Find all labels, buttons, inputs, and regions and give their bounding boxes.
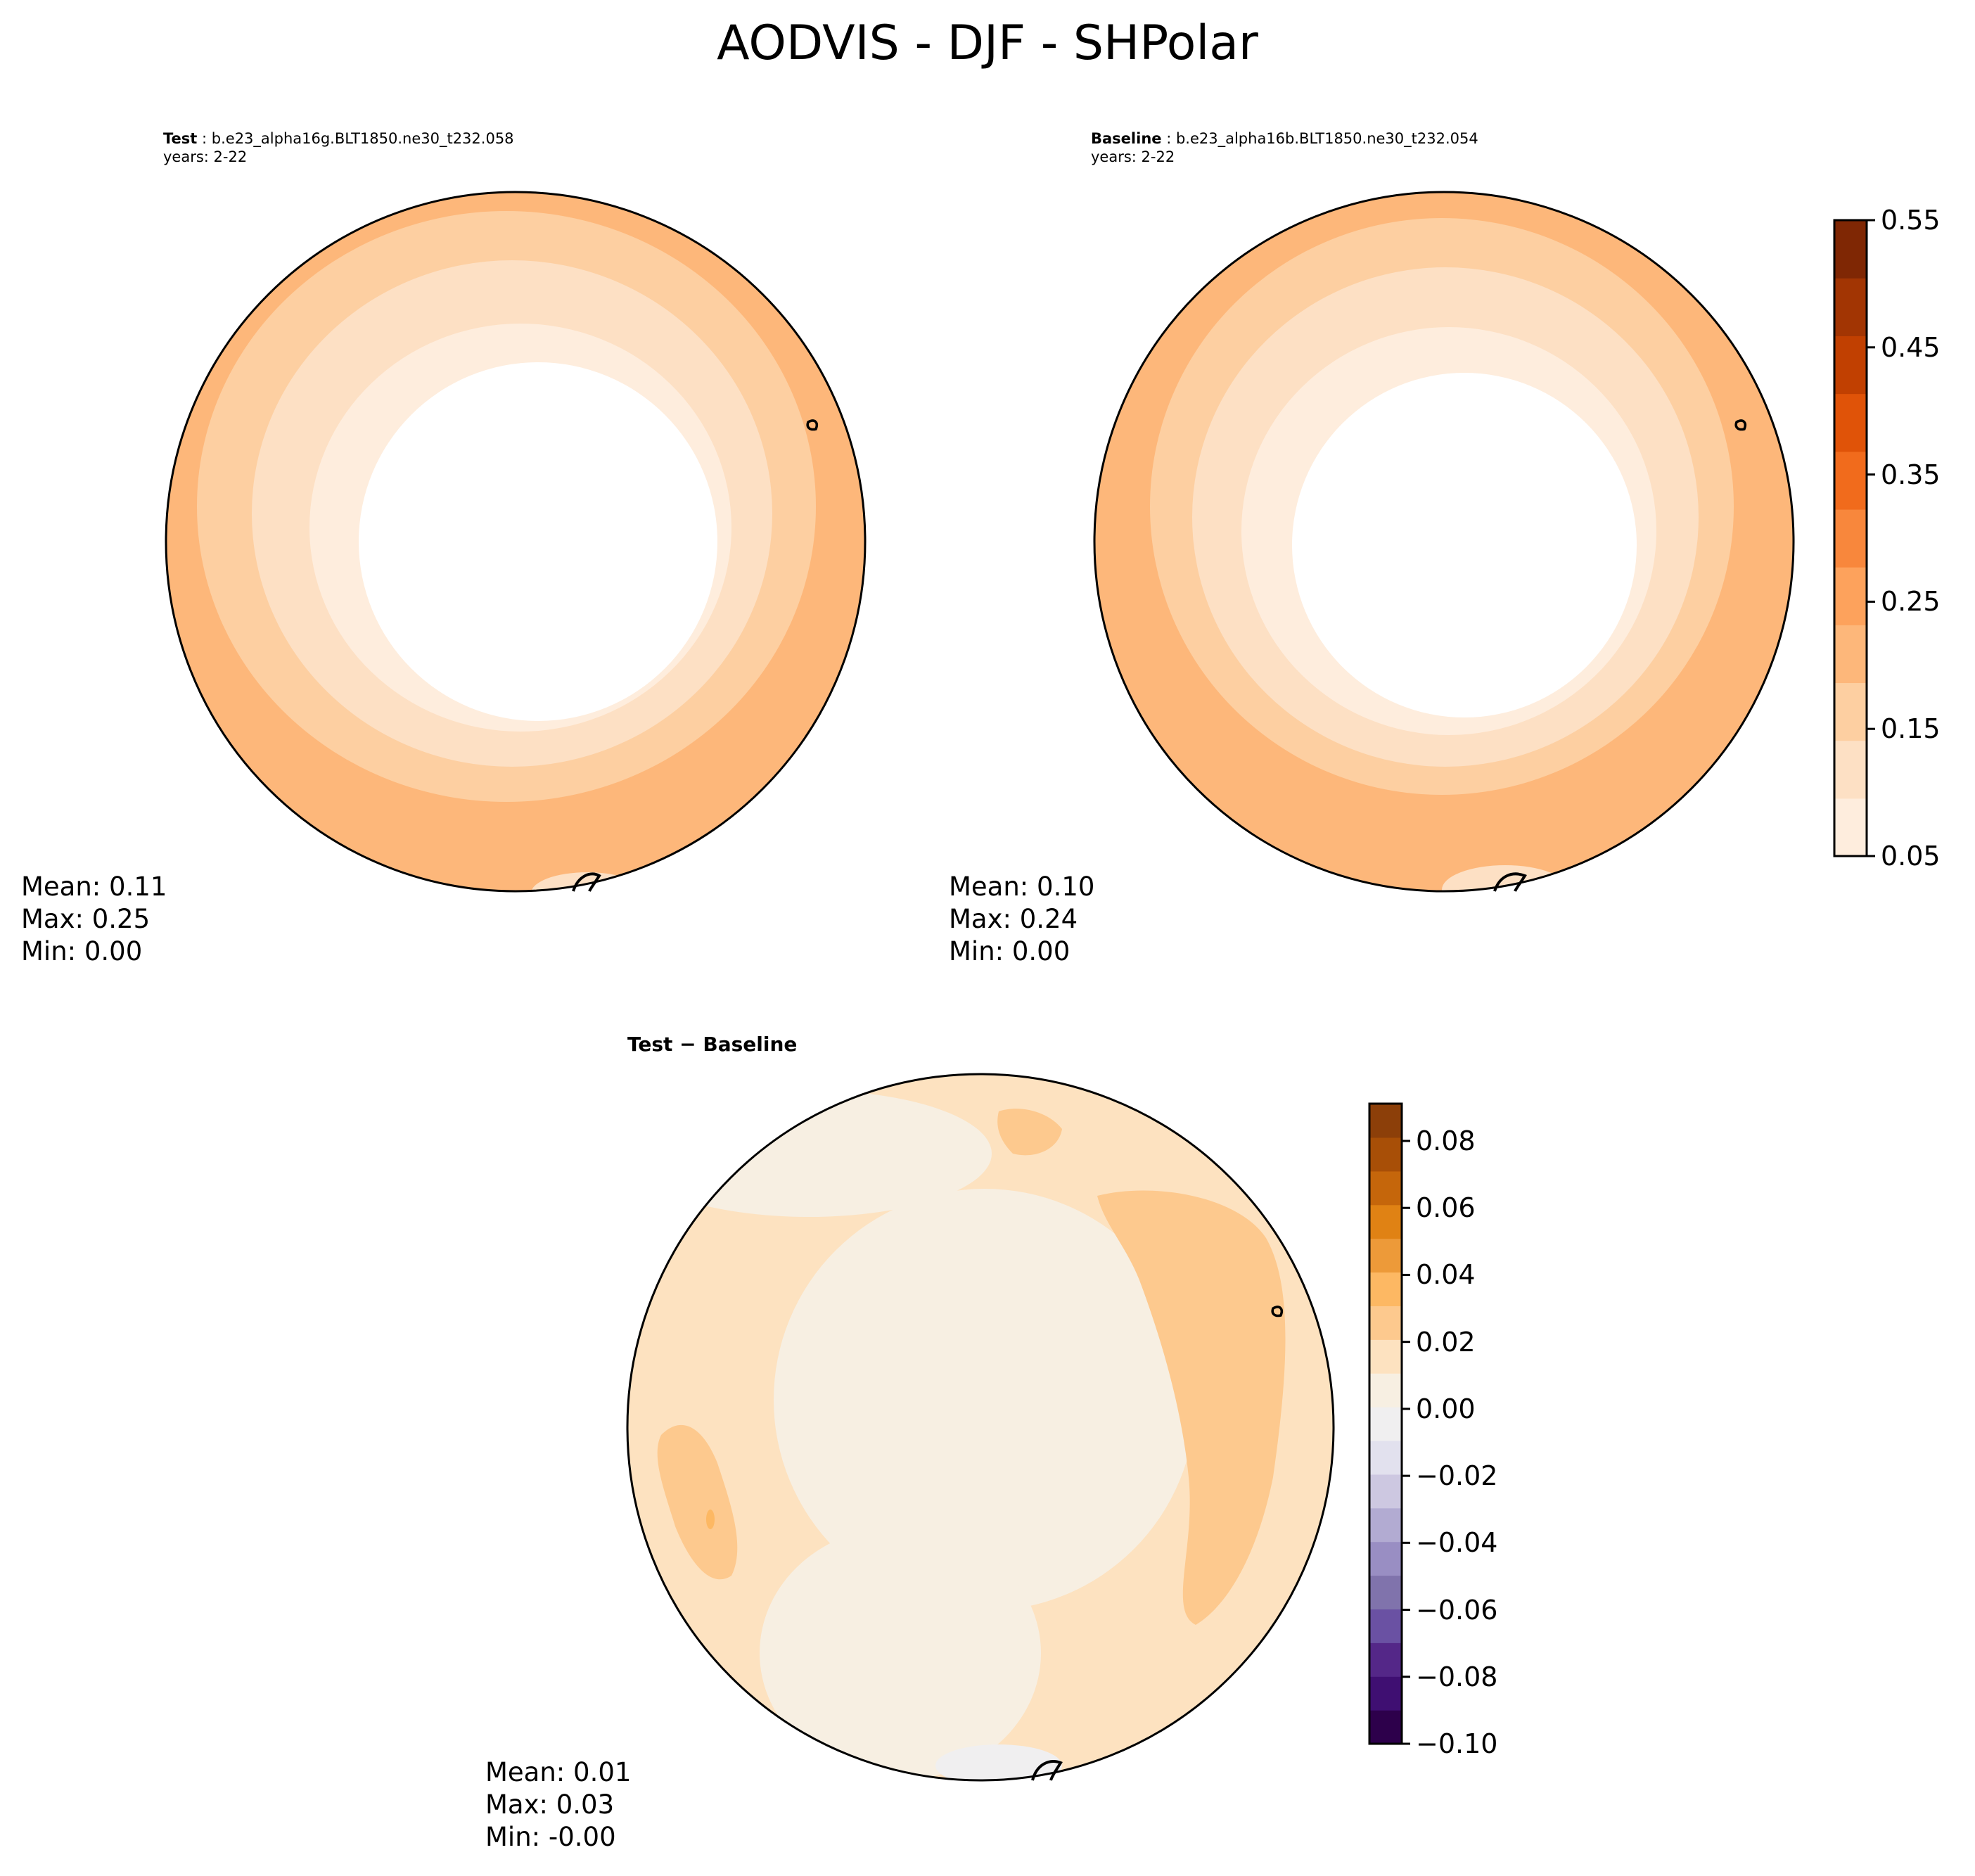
colorbar-segment bbox=[1834, 798, 1867, 857]
baseline-subtitle: Baseline : b.e23_alpha16b.BLT1850.ne30_t… bbox=[1091, 130, 1478, 147]
test-min: Min: 0.00 bbox=[21, 936, 143, 966]
baseline-mean: Mean: 0.10 bbox=[949, 872, 1095, 902]
colorbar-segment bbox=[1834, 625, 1867, 684]
colorbar-segment bbox=[1369, 1339, 1402, 1374]
colorbar-tick-label: −0.08 bbox=[1416, 1661, 1498, 1692]
test-years: years: 2-22 bbox=[163, 148, 248, 165]
colorbar-tick-label: −0.02 bbox=[1416, 1460, 1498, 1492]
test-max: Max: 0.25 bbox=[21, 904, 151, 934]
colorbar-segment bbox=[1369, 1507, 1402, 1543]
colorbar-segment bbox=[1834, 393, 1867, 452]
baseline-max: Max: 0.24 bbox=[949, 904, 1078, 934]
colorbar-segment bbox=[1834, 740, 1867, 799]
baseline-band-0 bbox=[1292, 373, 1637, 717]
colorbar-frame bbox=[1368, 1102, 1403, 1745]
baseline-stats: Mean: 0.10 Max: 0.24 Min: 0.00 bbox=[949, 871, 1094, 968]
colorbar-tick-label: 0.08 bbox=[1416, 1125, 1476, 1156]
colorbar-segment bbox=[1834, 509, 1867, 568]
colorbar-tick-label: 0.06 bbox=[1416, 1192, 1476, 1224]
colorbar-tick-label: −0.04 bbox=[1416, 1527, 1498, 1559]
baseline-case-name: b.e23_alpha16b.BLT1850.ne30_t232.054 bbox=[1175, 130, 1478, 147]
colorbar-segment bbox=[1834, 220, 1867, 279]
baseline-min: Min: 0.00 bbox=[949, 936, 1070, 966]
diff-north-patch bbox=[997, 1109, 1062, 1156]
diff-stats: Mean: 0.01 Max: 0.03 Min: -0.00 bbox=[485, 1756, 631, 1853]
test-map bbox=[166, 192, 865, 891]
colorbar-segment bbox=[1369, 1272, 1402, 1306]
diff-warm-spot bbox=[706, 1510, 715, 1529]
colorbar-tick-label: 0.02 bbox=[1416, 1326, 1476, 1358]
diff-colorbar bbox=[1368, 1102, 1410, 1745]
colorbar-tick-label: 0.00 bbox=[1416, 1393, 1476, 1424]
test-subtitle: Test : b.e23_alpha16g.BLT1850.ne30_t232.… bbox=[163, 130, 514, 147]
baseline-years: years: 2-22 bbox=[1091, 148, 1175, 165]
diff-max: Max: 0.03 bbox=[485, 1789, 615, 1820]
colorbar-tick-label: −0.10 bbox=[1416, 1728, 1498, 1759]
colorbar-segment bbox=[1369, 1306, 1402, 1340]
diff-near-zero-south bbox=[760, 1526, 1041, 1780]
colorbar-segment bbox=[1369, 1541, 1402, 1576]
main-colorbar bbox=[1833, 219, 1875, 857]
baseline-map-frame bbox=[1093, 191, 1795, 893]
test-warm-patch bbox=[531, 872, 644, 891]
diff-near-zero-north bbox=[627, 1090, 992, 1217]
colorbar-segment bbox=[1369, 1407, 1402, 1441]
colorbar-tick-label: 0.35 bbox=[1881, 459, 1941, 490]
colorbar-segment bbox=[1369, 1238, 1402, 1273]
colorbar-segment bbox=[1369, 1373, 1402, 1408]
test-stats: Mean: 0.11 Max: 0.25 Min: 0.00 bbox=[21, 871, 167, 968]
colorbar-segment bbox=[1369, 1204, 1402, 1239]
colorbar-segment bbox=[1834, 567, 1867, 625]
colorbar-segment bbox=[1369, 1642, 1402, 1677]
test-band-0 bbox=[359, 362, 717, 721]
colorbar-tick-label: 0.15 bbox=[1881, 713, 1941, 745]
colorbar-segment bbox=[1369, 1609, 1402, 1643]
colorbar-segment bbox=[1369, 1170, 1402, 1206]
colorbar-segment bbox=[1369, 1104, 1402, 1138]
colorbar-segment bbox=[1369, 1474, 1402, 1509]
colorbar-tick-label: 0.04 bbox=[1416, 1259, 1476, 1291]
diff-map-frame bbox=[626, 1073, 1335, 1782]
colorbar-segment bbox=[1369, 1137, 1402, 1172]
baseline-island bbox=[1734, 419, 1746, 431]
baseline-map bbox=[1094, 192, 1794, 891]
diff-africa-tip bbox=[1031, 1760, 1063, 1781]
colorbar-tick-label: 0.45 bbox=[1881, 331, 1941, 363]
test-label: Test bbox=[163, 130, 198, 147]
diff-min: Min: -0.00 bbox=[485, 1822, 616, 1852]
colorbar-tick-label: 0.55 bbox=[1881, 205, 1941, 236]
colorbar-segment bbox=[1369, 1575, 1402, 1610]
diff-east-patch bbox=[1097, 1190, 1286, 1625]
baseline-africa-tip bbox=[1493, 872, 1527, 892]
colorbar-frame bbox=[1833, 219, 1868, 857]
colorbar-segment bbox=[1369, 1440, 1402, 1475]
diff-mean: Mean: 0.01 bbox=[485, 1757, 632, 1787]
figure-title: AODVIS - DJF - SHPolar bbox=[717, 15, 1258, 71]
colorbar-segment bbox=[1369, 1676, 1402, 1711]
test-africa-tip bbox=[572, 872, 601, 892]
colorbar-segment bbox=[1834, 278, 1867, 336]
diff-west-patch bbox=[657, 1424, 738, 1580]
colorbar-segment bbox=[1834, 451, 1867, 510]
test-case-name: b.e23_alpha16g.BLT1850.ne30_t232.058 bbox=[211, 130, 514, 147]
diff-island bbox=[1271, 1306, 1283, 1317]
diff-map bbox=[627, 1074, 1334, 1780]
diff-title: Test − Baseline bbox=[627, 1033, 798, 1056]
colorbar-tick-label: 0.25 bbox=[1881, 586, 1941, 618]
diff-near-zero-center bbox=[774, 1189, 1196, 1611]
colorbar-tick-label: 0.05 bbox=[1881, 841, 1941, 872]
colorbar-segment bbox=[1834, 336, 1867, 395]
colorbar-segment bbox=[1369, 1710, 1402, 1744]
baseline-label: Baseline bbox=[1091, 130, 1162, 147]
colorbar-segment bbox=[1834, 682, 1867, 741]
test-mean: Mean: 0.11 bbox=[21, 872, 167, 902]
test-map-frame bbox=[165, 191, 867, 893]
colorbar-tick-label: −0.06 bbox=[1416, 1594, 1498, 1626]
test-island bbox=[806, 419, 818, 431]
